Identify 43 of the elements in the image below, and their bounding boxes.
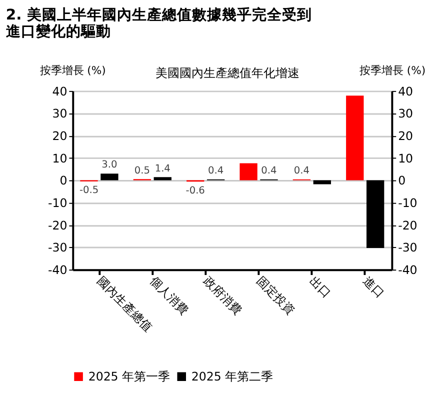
x-tick-label: 個人消費 [148, 274, 192, 318]
data-label: 0.5 [134, 165, 150, 176]
y-axis-title: 按季增長 (%) [40, 64, 106, 77]
data-label: 1.4 [154, 163, 170, 174]
y-tick-label: -20 [48, 218, 68, 232]
chart-title: 2. 美國上半年國內生產總值數據幾乎完全受到進口變化的驅動 [4, 5, 312, 40]
y2-tick-label: -10 [398, 196, 418, 210]
bar [240, 163, 258, 180]
data-label: 0.4 [208, 165, 224, 176]
y2-tick-label: 30 [398, 106, 414, 121]
x-tick-label: 出口 [307, 274, 334, 301]
y-tick-label: -40 [48, 263, 68, 278]
y2-tick-label: 40 [398, 84, 414, 98]
bar [313, 180, 331, 184]
y-tick-label: 30 [52, 106, 68, 121]
legend-label: 2025 年第一季 [88, 370, 170, 384]
y-tick-label: 20 [52, 129, 68, 144]
y-tick-label: -10 [48, 196, 68, 210]
y2-tick-label: 10 [398, 151, 414, 166]
y2-tick-label: -20 [398, 218, 418, 232]
y-tick-label: 40 [52, 84, 68, 98]
data-label: 0.4 [294, 165, 310, 176]
y-tick-label: 10 [52, 151, 68, 166]
x-tick-label: 進口 [360, 274, 388, 301]
y2-tick-label: -40 [398, 263, 418, 278]
chart-subtitle: 美國國內生產總值年化增速 [155, 66, 300, 80]
legend-label: 2025 年第二季 [191, 370, 274, 384]
y-tick-label: -30 [48, 240, 68, 255]
x-tick-label: 政府消費 [200, 274, 245, 318]
y2-tick-label: 0 [398, 174, 406, 188]
y2-axis-title: 按季增長 (%) [359, 64, 426, 77]
bar [100, 174, 118, 180]
data-label: 3.0 [102, 160, 118, 171]
bar [366, 180, 384, 248]
y-tick-label: 0 [60, 174, 68, 188]
x-tick-label: 固定投資 [254, 274, 298, 318]
data-label: -0.5 [79, 185, 99, 196]
y2-tick-label: -30 [398, 240, 418, 255]
data-label: -0.6 [186, 185, 205, 196]
y2-tick-label: 20 [398, 129, 414, 144]
data-label: 0.4 [261, 165, 277, 176]
bar [154, 177, 172, 180]
bar [346, 96, 364, 180]
